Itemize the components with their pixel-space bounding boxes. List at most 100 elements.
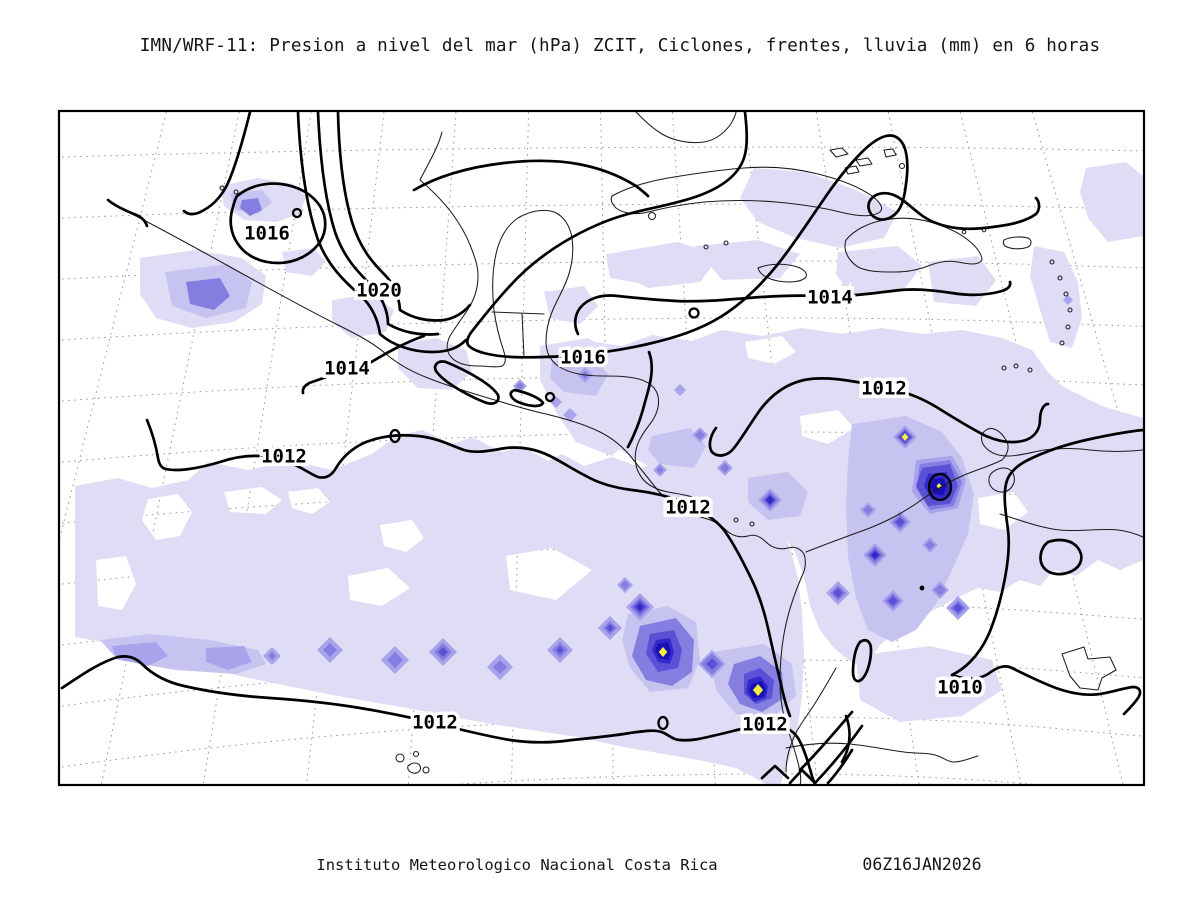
graticule-line	[744, 112, 818, 784]
isobar-1012-mid	[708, 377, 1050, 457]
rain-cell	[620, 580, 630, 590]
rain-cell	[863, 505, 873, 515]
coast-jamaica	[757, 263, 807, 283]
isobar-labels: 1016 1020 1014 1016 1014 1012 1012 1012 1012 1012…	[241, 219, 987, 739]
coast-gulf-yucatan	[419, 131, 703, 501]
isobar-1020-bundle	[316, 112, 440, 336]
rain-cell	[656, 466, 664, 474]
graticule-line	[59, 112, 167, 544]
coast-puerto-rico	[1002, 236, 1032, 250]
graticule-line	[61, 146, 1143, 158]
isobar-contours	[60, 112, 1143, 784]
isobar-1014-knot-west	[301, 334, 426, 395]
isobar-label: 1012	[665, 497, 711, 519]
isobar-label: 1014	[324, 358, 370, 380]
coastlines	[127, 112, 1143, 784]
footer-timestamp: 06Z16JAN2026	[862, 855, 981, 874]
rain-cell	[895, 517, 905, 527]
rain-patch	[1080, 162, 1143, 242]
rain-patch	[282, 248, 326, 276]
rainfall-shading	[75, 162, 1143, 784]
galapagos-islands	[395, 750, 430, 774]
isobar-1016-main	[465, 112, 1041, 359]
isobar-label: 1016	[560, 347, 606, 369]
coast-cuba	[610, 166, 883, 217]
rain-cell	[387, 652, 403, 668]
graticule-line	[61, 431, 1143, 463]
rain-patch	[1030, 246, 1082, 348]
rain-cell	[323, 643, 337, 657]
rain-cell	[556, 646, 564, 654]
rain-maxima	[658, 433, 942, 696]
rain-patch	[544, 286, 598, 324]
isobar-label: 1014	[807, 287, 853, 309]
isobar-1016-loop	[229, 182, 327, 265]
graticule-line	[100, 112, 240, 784]
isobar-label: 1010	[937, 677, 983, 699]
rain-cell	[438, 647, 448, 657]
rain-cell	[674, 384, 686, 396]
isobar-label: 1012	[412, 712, 458, 734]
heavy-rain-maximum	[901, 433, 909, 441]
front-strokes	[760, 710, 864, 784]
isobar-1014-main	[573, 280, 1012, 336]
rain-cell	[695, 430, 705, 440]
border-colombia	[785, 667, 837, 773]
isobar-closed-small	[509, 388, 545, 408]
rain-cell	[833, 588, 843, 598]
coast-hispaniola	[844, 217, 983, 273]
rain-cell	[606, 624, 614, 632]
isobar-label: 1020	[356, 280, 402, 302]
rain-cell	[925, 540, 935, 550]
bahamas-islands	[829, 147, 906, 175]
rain-cell	[206, 646, 252, 670]
isobar-label: 1012	[742, 714, 788, 736]
border-lines	[491, 311, 545, 357]
heavy-rain-maximum	[936, 483, 942, 489]
rain-cell	[268, 652, 276, 660]
isobar-1010-main	[950, 428, 1143, 716]
isobar-1016-upper-left	[182, 112, 252, 216]
isobar-closed-loop-east	[1039, 538, 1083, 576]
lake-maracaibo	[988, 467, 1015, 493]
isobar-closed-loop-small	[851, 638, 873, 683]
coast-south-america-caribbean	[785, 742, 979, 763]
map-frame	[57, 109, 1146, 787]
rain-patch	[618, 242, 720, 288]
rain-cell	[563, 408, 577, 422]
chart-title: IMN/WRF-11: Presion a nivel del mar (hPa…	[140, 36, 1101, 56]
coast-guajira	[1061, 646, 1117, 691]
isobar-1020-bundle	[296, 112, 468, 354]
graticule-line	[959, 112, 1124, 784]
river-orinoco	[999, 513, 1143, 538]
heavy-rain-maximum	[658, 647, 668, 657]
rain-cell	[888, 596, 898, 606]
rain-cell	[186, 278, 230, 310]
rain-area-pacific	[75, 430, 804, 784]
graticule-line	[454, 773, 1036, 784]
isobar-nicaragua-segment	[626, 350, 654, 449]
coast-isla-juventud	[647, 211, 657, 221]
rain-cell	[112, 642, 168, 666]
rain-cell	[1063, 295, 1073, 305]
rain-area-caribbean	[545, 328, 1143, 668]
small-closed-contours	[291, 207, 953, 731]
isobar-1012-central	[145, 418, 792, 718]
rain-cell	[706, 658, 718, 670]
isobar-label: 1012	[861, 378, 907, 400]
rain-cell	[516, 382, 524, 390]
rain-patch	[928, 256, 996, 306]
rain-cell	[934, 584, 946, 596]
isobar-label: 1012	[261, 446, 307, 468]
coast-florida	[635, 112, 737, 144]
heavy-rain-maximum	[752, 684, 764, 696]
isobar-closed-cigar	[433, 360, 500, 405]
isobar-label: 1016	[244, 223, 290, 245]
footer-institution: Instituto Meteorologico Nacional Costa R…	[316, 856, 717, 874]
small-islands	[219, 185, 1073, 527]
rain-cell	[871, 551, 879, 559]
rain-patch	[648, 428, 706, 468]
rain-cell	[953, 603, 963, 613]
